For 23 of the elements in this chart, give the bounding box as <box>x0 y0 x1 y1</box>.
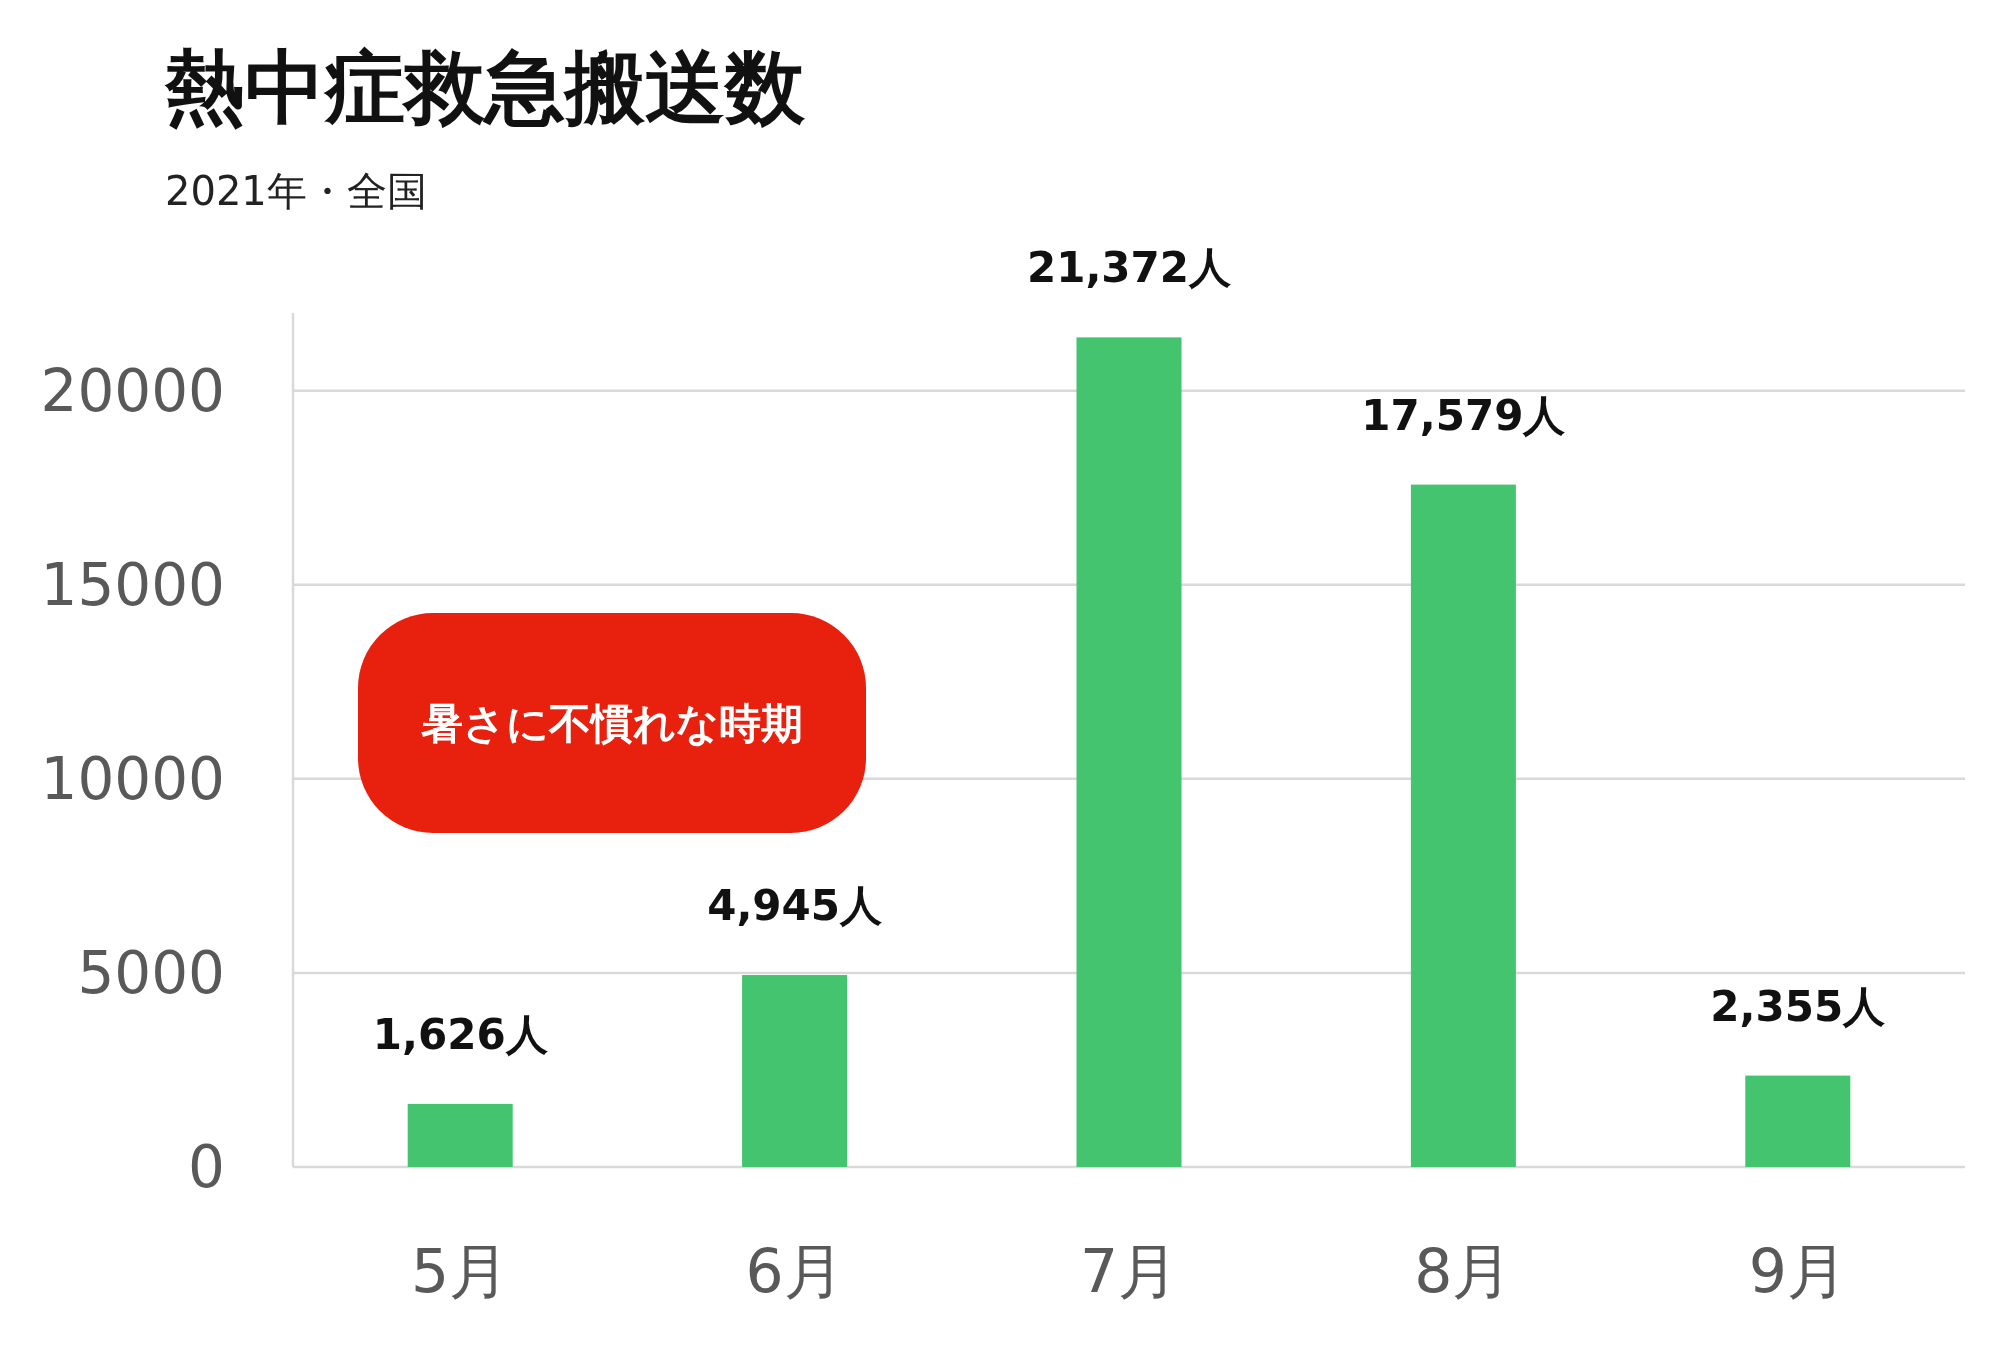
x-tick-label: 7月 <box>1079 1236 1179 1306</box>
bar <box>1410 484 1516 1167</box>
bar <box>1745 1075 1851 1167</box>
y-tick-label: 20000 <box>40 356 225 425</box>
x-tick-label: 8月 <box>1414 1236 1513 1306</box>
x-tick-label: 6月 <box>745 1236 844 1306</box>
data-label: 2,355人 <box>1710 981 1886 1031</box>
x-tick-label: 5月 <box>411 1236 510 1306</box>
data-label: 4,945人 <box>707 881 883 931</box>
data-label: 17,579人 <box>1361 390 1566 440</box>
bar <box>742 975 848 1167</box>
bar <box>1076 337 1182 1167</box>
x-tick-label: 9月 <box>1748 1236 1847 1306</box>
data-label: 21,372人 <box>1026 243 1232 293</box>
y-tick-label: 0 <box>188 1133 225 1201</box>
y-tick-label: 5000 <box>77 938 225 1007</box>
chart-title: 熱中症救急搬送数 <box>164 41 806 134</box>
data-label: 1,626人 <box>372 1009 548 1059</box>
annotation: 暑さに不慣れな時期 <box>420 699 803 748</box>
y-tick-label: 15000 <box>40 550 225 619</box>
y-tick-label: 10000 <box>40 744 225 813</box>
chart-subtitle: 2021年・全国 <box>165 168 427 214</box>
bar <box>407 1103 513 1167</box>
